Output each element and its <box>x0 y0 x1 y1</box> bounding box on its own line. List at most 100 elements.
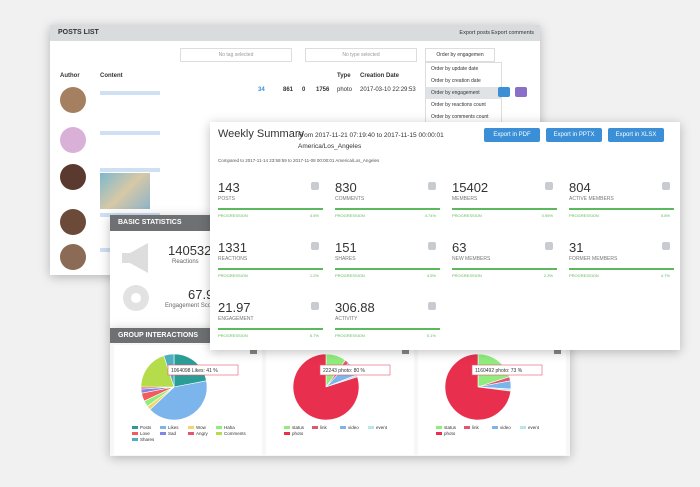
weekly-range: From 2017-11-21 07:19:40 to 2017-11-15 0… <box>298 132 444 150</box>
progress-bar <box>452 208 557 210</box>
pie-slice[interactable] <box>292 353 360 421</box>
metric-icon <box>662 242 670 250</box>
progress-bar <box>335 328 440 330</box>
metric-icon <box>428 242 436 250</box>
legend-swatch <box>160 426 166 429</box>
reactions-value: 1405320 <box>168 243 219 258</box>
progression-label: PROGRESSION <box>218 213 248 218</box>
legend-label: status <box>292 425 305 430</box>
metric-change: 4.7% <box>660 273 670 278</box>
avatar <box>60 164 86 190</box>
order-option[interactable]: Order by update date <box>431 66 479 72</box>
legend-swatch <box>216 426 222 429</box>
export-comments[interactable]: Export comments <box>491 30 534 36</box>
progress-bar <box>452 268 557 270</box>
order-select[interactable]: Order by engagemen <box>425 48 495 62</box>
gear-icon <box>123 285 149 311</box>
metric-value: 151 <box>335 240 357 255</box>
avatar <box>60 209 86 235</box>
group-interactions-title: GROUP INTERACTIONS <box>118 332 198 339</box>
metric-label: Activity <box>335 316 358 322</box>
tooltip-box <box>471 364 543 376</box>
progression-label: PROGRESSION <box>218 333 248 338</box>
legend-swatch <box>132 438 138 441</box>
order-option[interactable]: Order by reactions count <box>431 102 486 108</box>
tooltip-text: 1160492 photo: 73 % <box>475 368 523 374</box>
metric: 21.97 Engagement PROGRESSION 6.7% <box>218 300 323 350</box>
legend-label: event <box>528 425 540 430</box>
metric: 63 New members PROGRESSION 2.3% <box>452 240 557 290</box>
content-snippet <box>100 131 160 135</box>
posts-header: POSTS LIST <box>50 25 540 41</box>
action-button[interactable] <box>498 87 510 97</box>
weekly-summary-panel: Weekly Summary From 2017-11-21 07:19:40 … <box>210 122 680 350</box>
metric-value: 63 <box>452 240 467 255</box>
metric-label: Reactions <box>218 256 248 262</box>
legend-swatch <box>464 426 470 429</box>
tooltip-box <box>319 364 391 376</box>
progress-bar <box>569 268 674 270</box>
type-filter[interactable]: No type selected <box>305 48 417 62</box>
legend-label: event <box>376 425 388 430</box>
tooltip-text: 22243 photo: 80 % <box>323 368 366 374</box>
legend-label: video <box>348 425 359 430</box>
group-interactions-panel: GROUP INTERACTIONS 1064098 Likes: 41 % Po… <box>110 328 570 456</box>
legend-swatch <box>216 432 222 435</box>
metric: 143 Posts PROGRESSION 4.6% <box>218 180 323 230</box>
action-button[interactable] <box>515 87 527 97</box>
progression-label: PROGRESSION <box>452 273 482 278</box>
metric-value: 21.97 <box>218 300 251 315</box>
posts-title: POSTS LIST <box>58 29 99 36</box>
progress-bar <box>218 268 323 270</box>
tag-filter[interactable]: No tag selected <box>180 48 292 62</box>
order-option[interactable]: Order by engagement <box>426 87 501 99</box>
export-button[interactable]: Export in PDF <box>484 128 540 142</box>
metric-change: 4.5% <box>426 273 436 278</box>
metric-label: Members <box>452 196 478 202</box>
progress-bar <box>569 208 674 210</box>
legend-swatch <box>160 432 166 435</box>
order-option[interactable]: Order by comments count <box>431 114 489 120</box>
metric-change: 1.2% <box>309 273 319 278</box>
legend-swatch <box>188 426 194 429</box>
engagement-label: Engagement Sco <box>165 303 212 309</box>
menu-icon <box>554 348 561 354</box>
metric: 306.88 Activity PROGRESSION 0.1% <box>335 300 440 350</box>
legend-label: Comments <box>224 431 247 436</box>
metric: 15402 Members PROGRESSION 0.95% <box>452 180 557 230</box>
pie-slice[interactable] <box>444 353 512 421</box>
row-comments: 861 <box>283 87 294 93</box>
legend-swatch <box>132 426 138 429</box>
col-content: Content <box>100 73 123 79</box>
metric-icon <box>428 182 436 190</box>
order-dropdown: Order by update date Order by creation da… <box>425 62 502 124</box>
row-reactions: 34 <box>258 87 265 93</box>
reactions-label: Reactions <box>172 259 199 265</box>
pie-slice[interactable] <box>149 380 208 421</box>
pie-slice[interactable] <box>140 355 175 388</box>
legend-swatch <box>188 432 194 435</box>
progression-label: PROGRESSION <box>335 213 365 218</box>
metric-icon <box>545 182 553 190</box>
legend-label: Likes <box>168 425 179 430</box>
export-posts[interactable]: Export posts <box>459 30 490 36</box>
legend-label: video <box>500 425 511 430</box>
legend-label: status <box>444 425 457 430</box>
col-creation-date: Creation Date <box>360 73 400 79</box>
legend-label: Wow <box>196 425 207 430</box>
metric-change: 6.7% <box>309 333 319 338</box>
legend-swatch <box>520 426 526 429</box>
export-button[interactable]: Export in PPTX <box>546 128 602 142</box>
legend-label: Shares <box>140 437 155 442</box>
tooltip-text: 1064098 Likes: 41 % <box>171 368 218 374</box>
metric-icon <box>311 302 319 310</box>
metric-icon <box>662 182 670 190</box>
legend-swatch <box>340 426 346 429</box>
weekly-title: Weekly Summary <box>218 128 304 140</box>
metric-value: 31 <box>569 240 584 255</box>
weekly-compared: Compared to 2017-11-14 23:59:59 to 2017-… <box>218 158 380 163</box>
order-option[interactable]: Order by creation date <box>431 78 481 84</box>
export-button[interactable]: Export in XLSX <box>608 128 664 142</box>
row-shares: 0 <box>302 87 306 93</box>
legend-swatch <box>436 426 442 429</box>
